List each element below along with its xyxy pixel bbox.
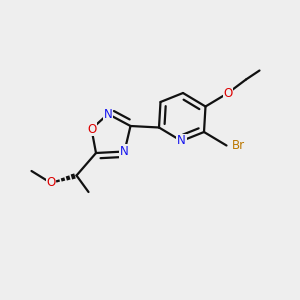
Text: O: O — [46, 176, 56, 190]
Text: O: O — [224, 86, 232, 100]
Text: N: N — [177, 134, 186, 148]
Text: Br: Br — [232, 139, 245, 152]
Text: O: O — [87, 122, 96, 136]
Text: N: N — [103, 107, 112, 121]
Text: N: N — [120, 145, 129, 158]
